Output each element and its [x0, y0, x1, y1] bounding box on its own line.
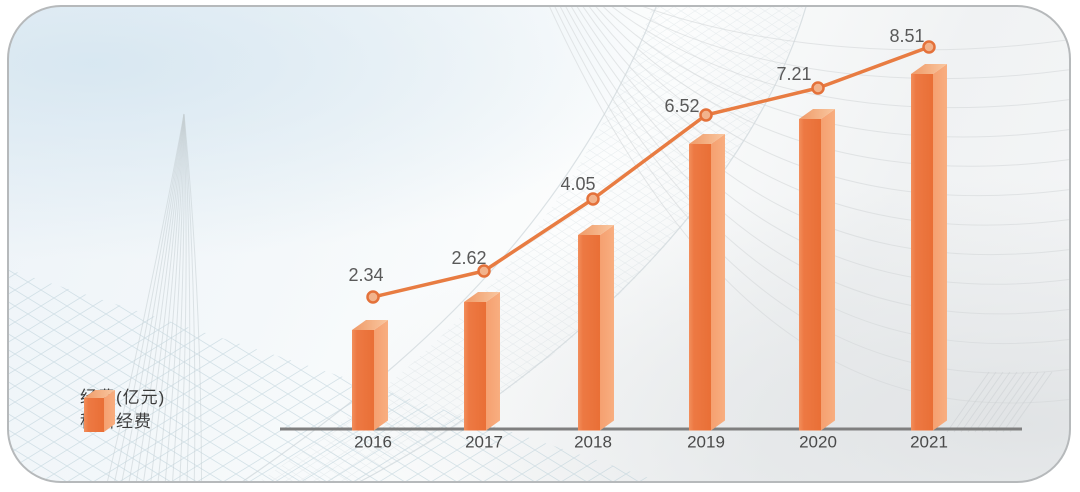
- bar-2019: [689, 134, 725, 431]
- sail-line: [135, 113, 185, 481]
- data-point-marker: [586, 192, 600, 206]
- sail-line: [114, 113, 185, 481]
- hatch-line: [960, 371, 1004, 433]
- contour-line: [642, 7, 1069, 51]
- sail-line: [183, 113, 203, 481]
- bar-side-face: [711, 134, 725, 431]
- bar-2018: [578, 225, 614, 431]
- bar-side-face: [486, 292, 500, 431]
- hatch-line: [988, 371, 1032, 433]
- hatch-line: [946, 371, 990, 433]
- chart-legend: 经费(亿元) 科研经费: [80, 384, 165, 432]
- sail-line: [121, 113, 185, 481]
- chart-card: 2.34 2.62 4.05 6.52 7.21 8.51 2016 2017 2018 2019…: [7, 5, 1071, 483]
- bar-front-face: [689, 144, 711, 431]
- x-axis-label: 2017: [465, 432, 503, 451]
- hatch-line: [1002, 371, 1046, 433]
- bar-top-face: [352, 320, 388, 330]
- bar-side-face: [600, 225, 614, 431]
- bar-2020: [799, 109, 835, 431]
- data-point-marker: [366, 290, 380, 304]
- x-axis-label: 2018: [574, 432, 612, 451]
- bar-front-face: [464, 302, 486, 431]
- bar-top-face: [578, 225, 614, 235]
- value-label: 8.51: [889, 26, 924, 46]
- bar-side-face: [374, 320, 388, 431]
- bar-side-face: [933, 64, 947, 431]
- hatch-line: [953, 371, 997, 433]
- contour-line: [623, 7, 1069, 80]
- value-label: 2.34: [348, 265, 383, 285]
- bar-front-face: [578, 235, 600, 431]
- sail-line: [183, 113, 191, 481]
- data-point-marker: [477, 264, 491, 278]
- sail-line: [164, 113, 185, 481]
- sail-line: [183, 113, 196, 481]
- bar-top-face: [689, 134, 725, 144]
- bar-front-face: [911, 74, 933, 431]
- data-point-marker: [699, 108, 713, 122]
- x-axis-label: 2020: [799, 432, 837, 451]
- sail-line: [150, 113, 185, 481]
- bar-front-face: [352, 330, 374, 431]
- data-point-marker: [922, 40, 936, 54]
- sail-line: [143, 113, 185, 481]
- data-point-marker: [811, 81, 825, 95]
- bar-2021: [911, 64, 947, 431]
- value-label: 4.05: [560, 174, 595, 194]
- bar-side-face: [821, 109, 835, 431]
- value-label: 7.21: [776, 64, 811, 84]
- bar-2016: [352, 320, 388, 431]
- trend-line: [371, 45, 931, 299]
- x-axis-label: 2016: [354, 432, 392, 451]
- sail-line: [107, 113, 185, 481]
- x-axis-label: 2021: [910, 432, 948, 451]
- hatch-line: [995, 371, 1039, 433]
- funding-chart: 2.34 2.62 4.05 6.52 7.21 8.51 2016 2017 2018 2019…: [280, 26, 1022, 451]
- sail-line: [172, 113, 185, 481]
- x-axis-label: 2019: [687, 432, 725, 451]
- hatch-line: [981, 371, 1025, 433]
- sail-line: [157, 113, 185, 481]
- sail-line: [128, 113, 185, 481]
- bar-top-face: [464, 292, 500, 302]
- bar-top-face: [911, 64, 947, 74]
- sail-line: [179, 113, 187, 481]
- value-label: 2.62: [451, 248, 486, 268]
- value-label: 6.52: [664, 96, 699, 116]
- bar-top-face: [799, 109, 835, 119]
- legend-cube-icon: [84, 390, 115, 432]
- bar-front-face: [799, 119, 821, 431]
- hatch-line: [1009, 371, 1053, 433]
- bar-2017: [464, 292, 500, 431]
- hatch-line: [974, 371, 1018, 433]
- hatch-line: [967, 371, 1011, 433]
- contour-line: [549, 7, 1069, 404]
